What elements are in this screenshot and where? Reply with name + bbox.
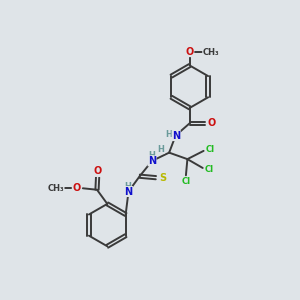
Text: N: N (148, 156, 156, 166)
Text: N: N (172, 130, 180, 141)
Text: CH₃: CH₃ (202, 48, 219, 57)
Text: O: O (207, 118, 216, 128)
Text: O: O (186, 47, 194, 57)
Text: H: H (166, 130, 172, 140)
Text: S: S (159, 173, 166, 183)
Text: O: O (94, 167, 102, 176)
Text: N: N (124, 187, 133, 196)
Text: O: O (72, 183, 80, 193)
Text: Cl: Cl (206, 145, 214, 154)
Text: Cl: Cl (182, 177, 190, 186)
Text: H: H (158, 145, 164, 154)
Text: Cl: Cl (205, 165, 214, 174)
Text: CH₃: CH₃ (47, 184, 64, 193)
Text: H: H (124, 182, 131, 191)
Text: H: H (148, 151, 155, 160)
